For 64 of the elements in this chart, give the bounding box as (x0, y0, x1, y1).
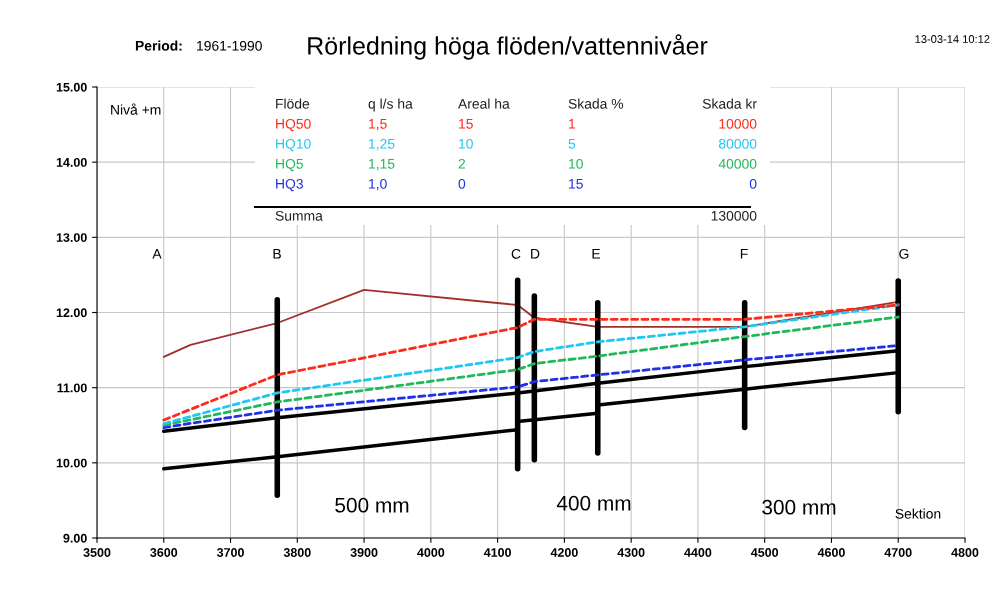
annotation: 1 (569, 119, 576, 129)
annotation: 400 mm (556, 495, 631, 511)
annotation: B (273, 249, 281, 259)
text: HQ3 (276, 178, 303, 192)
annotation: Flöde (276, 98, 310, 109)
annotation: 10 (459, 138, 473, 149)
text: HQ5 (276, 158, 303, 172)
annotation: 1,25 (369, 138, 395, 151)
text: 1961-1990 (197, 40, 262, 51)
annotation: 10 (569, 158, 583, 169)
x-tick-label: 4700 (884, 548, 912, 557)
annotation: 500 mm (335, 497, 409, 513)
annotation: Areal ha (458, 98, 510, 109)
y-tick-label: 12.00 (56, 308, 87, 318)
annotation: 1,5 (369, 119, 387, 131)
annotation: Skada kr (702, 98, 757, 109)
y-tick-label: 15.00 (56, 82, 87, 92)
annotation: 40000 (718, 158, 757, 169)
y-tick-label: 11.00 (57, 383, 87, 393)
x-tick-label: 3700 (216, 548, 244, 557)
x-tick-label: 4500 (750, 548, 779, 557)
annotation: 15 (569, 179, 583, 189)
annotation: A (152, 249, 162, 259)
annotation: 0 (749, 178, 757, 189)
annotation: 0 (458, 178, 466, 189)
y-tick-label: 13.00 (56, 233, 87, 242)
x-tick-label: 3900 (350, 548, 378, 557)
annotation: 5 (568, 139, 576, 149)
annotation: G (899, 248, 909, 259)
annotation: 1,15 (369, 159, 395, 171)
x-tick-label: 3600 (150, 548, 178, 557)
annotation: C (511, 248, 521, 259)
y-axis-title: Nivå +m (111, 103, 161, 115)
x-tick-label: 4200 (550, 548, 578, 557)
chart-title: Rörledning höga flöden/vattennivåer (308, 34, 708, 60)
annotation: Skada % (568, 98, 624, 109)
annotation: 15 (459, 119, 473, 129)
x-tick-label: 4300 (617, 548, 645, 557)
y-tick-label: 14.00 (56, 157, 87, 167)
annotation: Summa (275, 210, 323, 221)
x-tick-label: 4400 (684, 548, 712, 557)
annotation: q l/s ha (368, 98, 413, 112)
annotation: D (531, 249, 540, 259)
annotation: 10000 (719, 118, 757, 129)
text: Period: (135, 40, 182, 51)
text: 13-03-14 10:12 (915, 35, 990, 43)
x-axis-title: Sektion (895, 508, 941, 519)
x-tick-label: 4100 (483, 548, 512, 557)
text: HQ10 (276, 138, 311, 152)
text: HQ50 (276, 118, 311, 132)
y-tick-label: 10.00 (56, 458, 87, 468)
annotation: 2 (458, 158, 466, 169)
x-tick-label: 4600 (817, 548, 845, 557)
x-tick-label: 4000 (417, 548, 445, 557)
annotation: F (740, 249, 748, 259)
annotation: 1,0 (369, 178, 387, 191)
x-tick-label: 4800 (951, 548, 979, 557)
y-tick-label: 9.00 (63, 533, 87, 543)
x-tick-label: 3500 (83, 548, 111, 557)
x-tick-label: 3800 (283, 548, 311, 557)
annotation: 80000 (718, 138, 757, 149)
annotation: 130000 (711, 210, 757, 221)
annotation: 300 mm (762, 499, 836, 515)
annotation: E (592, 249, 601, 259)
